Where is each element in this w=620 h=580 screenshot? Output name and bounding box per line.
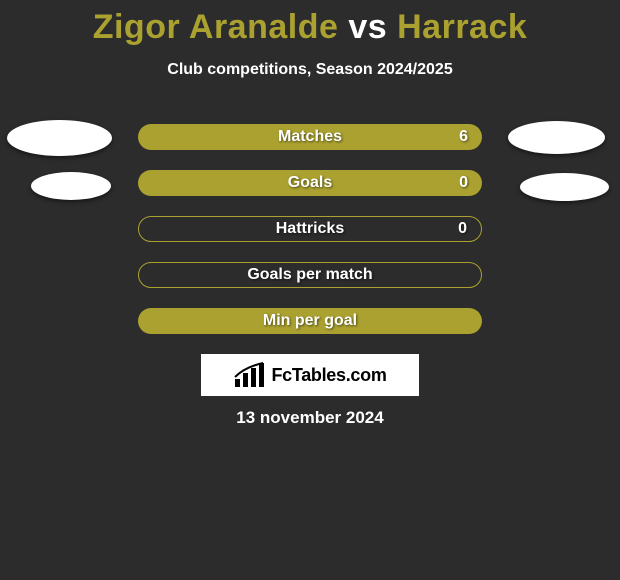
- avatar-left-2: [31, 172, 111, 200]
- vs-text: vs: [348, 8, 387, 46]
- stat-label: Matches: [278, 128, 342, 146]
- player1-name: Zigor Aranalde: [93, 8, 339, 46]
- stat-value: 0: [459, 174, 468, 192]
- bar-chart-icon: [233, 361, 267, 389]
- avatar-right-1: [508, 121, 605, 154]
- stat-bars: Matches 6 Goals 0 Hattricks 0 Goals per …: [138, 124, 482, 354]
- stat-label: Hattricks: [276, 220, 344, 238]
- stat-label: Min per goal: [263, 312, 357, 330]
- stat-row-goals-per-match: Goals per match: [138, 262, 482, 288]
- subtitle: Club competitions, Season 2024/2025: [0, 61, 620, 79]
- stat-row-hattricks: Hattricks 0: [138, 216, 482, 242]
- stat-row-matches: Matches 6: [138, 124, 482, 150]
- stat-value: 0: [458, 220, 467, 238]
- stat-label: Goals per match: [247, 266, 372, 284]
- page-title: Zigor Aranalde vs Harrack: [0, 0, 620, 47]
- stat-row-goals: Goals 0: [138, 170, 482, 196]
- fctables-logo: FcTables.com: [201, 354, 419, 396]
- logo-text: FcTables.com: [271, 365, 386, 386]
- date-text: 13 november 2024: [0, 408, 620, 428]
- player2-name: Harrack: [397, 8, 527, 46]
- stat-row-min-per-goal: Min per goal: [138, 308, 482, 334]
- avatar-right-2: [520, 173, 609, 201]
- stat-label: Goals: [288, 174, 332, 192]
- avatar-left-1: [7, 120, 112, 156]
- stat-value: 6: [459, 128, 468, 146]
